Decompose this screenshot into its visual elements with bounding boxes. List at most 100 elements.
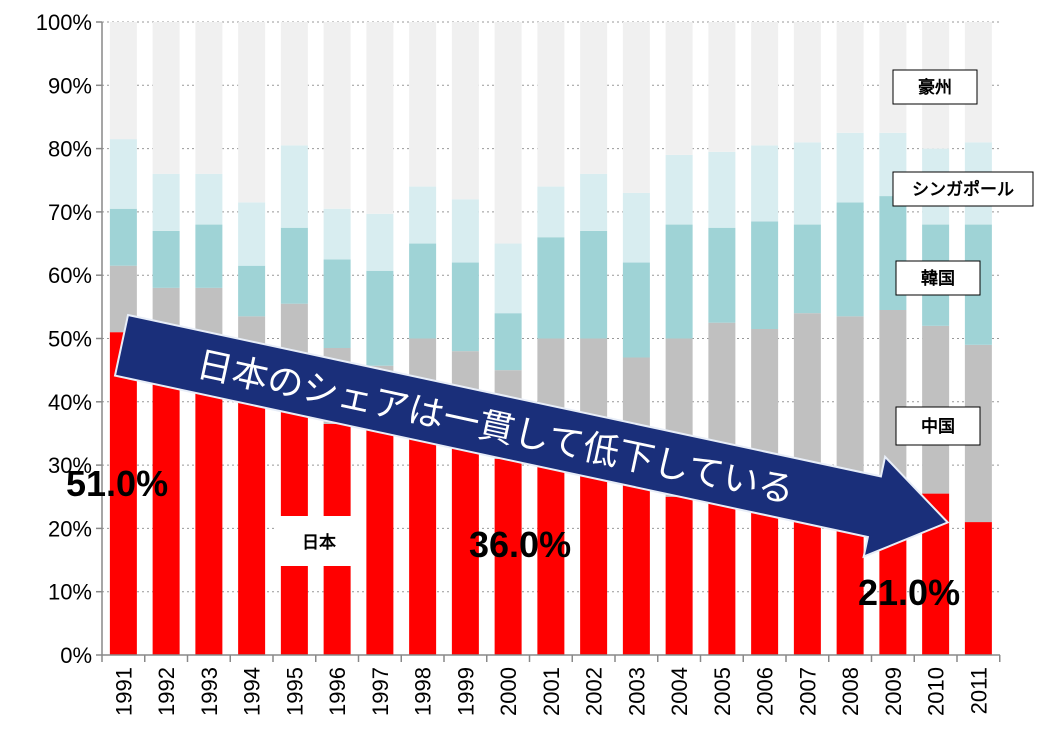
x-tick-label: 2003 [624,667,649,716]
bar-segment [708,22,736,152]
bar-segment [665,22,693,155]
bar-segment [751,145,779,222]
bar-segment [964,522,992,655]
annotation-2001-value: 36.0% [469,524,571,565]
bar-segment [366,22,394,214]
x-tick-label: 2010 [924,667,949,716]
legend-label-australia: 豪州 [892,69,978,105]
x-tick-label: 1991 [111,667,136,716]
x-tick-label: 1992 [154,667,179,716]
x-tick-label: 1999 [453,667,478,716]
bar-segment [195,224,223,288]
y-tick-label: 60% [48,263,92,288]
bar-segment [366,213,394,271]
bar-segment [280,145,308,228]
bar-segment [622,22,650,193]
bar-segment [323,22,351,209]
bar-segment [409,186,437,244]
x-tick-label: 2009 [881,667,906,716]
bar-segment [836,316,864,485]
bar-segment [366,429,394,655]
bar-segment [451,199,479,263]
bar-segment [366,270,394,366]
bar-segment [665,224,693,339]
bar-segment [323,208,351,260]
x-tick-label: 2000 [496,667,521,716]
x-tick-label: 2007 [795,667,820,716]
y-tick-label: 20% [48,516,92,541]
trend-arrow-shape [113,313,950,559]
bar-segment [323,259,351,348]
legend-label-singapore: シンガポール [892,171,1034,207]
bar-segment [665,154,693,225]
y-tick-label: 30% [48,453,92,478]
x-tick-label: 1997 [368,667,393,716]
bar-segment [152,382,180,655]
x-tick-label: 2004 [667,667,692,716]
bar-segment [409,22,437,187]
bar-segment [537,186,565,238]
bar-segment [152,173,180,231]
bar-segment [238,265,266,317]
bar-segment [280,227,308,304]
legend-label-singapore-text: シンガポール [912,179,1014,200]
bar-segment [580,22,608,174]
bar-segment [580,230,608,339]
legend-label-australia-text: 豪州 [918,77,952,98]
legend-label-japan-text: 日本 [302,532,336,553]
bar-segment [451,446,479,655]
x-tick-label: 1993 [197,667,222,716]
y-tick-label: 0% [60,643,92,668]
y-tick-label: 100% [36,10,92,35]
bar-segment [708,484,736,655]
bar-segment [537,237,565,339]
x-tick-label: 2006 [753,667,778,716]
bar-segment [494,22,522,244]
bar-segment [622,262,650,358]
legend-label-korea-text: 韓国 [921,268,955,289]
bar-segment [751,22,779,146]
bar-segment [409,243,437,339]
bar-segment [280,22,308,146]
x-tick-label: 2005 [710,667,735,716]
bar-segment [451,262,479,352]
bar-segment [238,385,266,655]
bar-segment [152,22,180,174]
x-tick-label: 2002 [582,667,607,716]
x-tick-label: 1996 [325,667,350,716]
x-tick-label: 1998 [411,667,436,716]
bar-segment [622,192,650,263]
bar-segment [109,22,137,140]
bar-segment [793,22,821,143]
y-tick-label: 90% [48,73,92,98]
bar-segment [836,132,864,203]
x-tick-label: 1994 [240,667,265,716]
bar-segment [238,22,266,203]
bar-segment [109,139,137,209]
bar-segment [409,427,437,655]
legend-label-korea: 韓国 [895,260,981,296]
bar-segment [494,243,522,314]
annotation-1991-value: 51.0% [66,463,168,504]
y-axis-ticks: 0% 10% 20% 30% 40% 50% 60% 70% 80% 90% 100% [36,10,102,668]
legend-label-china-text: 中国 [921,416,955,437]
bar-segment [195,22,223,174]
y-tick-label: 70% [48,200,92,225]
annotation-2011-value: 21.0% [858,572,960,613]
legend-label-japan: 日本 [274,516,364,566]
bar-segment [793,313,821,485]
y-tick-label: 40% [48,390,92,415]
bar-segment [494,458,522,655]
bar-segment [238,202,266,266]
bar-segment [537,22,565,187]
bar-segment [109,208,137,266]
bar-segment [836,202,864,317]
bar-segment [580,173,608,231]
bar-segment [195,376,223,655]
bars [109,22,992,655]
x-tick-label: 2001 [539,667,564,716]
x-axis-ticks: 1991 1992 1993 1994 1995 1996 1997 1998 1999 2000… [101,655,1001,716]
legend-label-china: 中国 [895,406,981,446]
bar-segment [494,313,522,371]
